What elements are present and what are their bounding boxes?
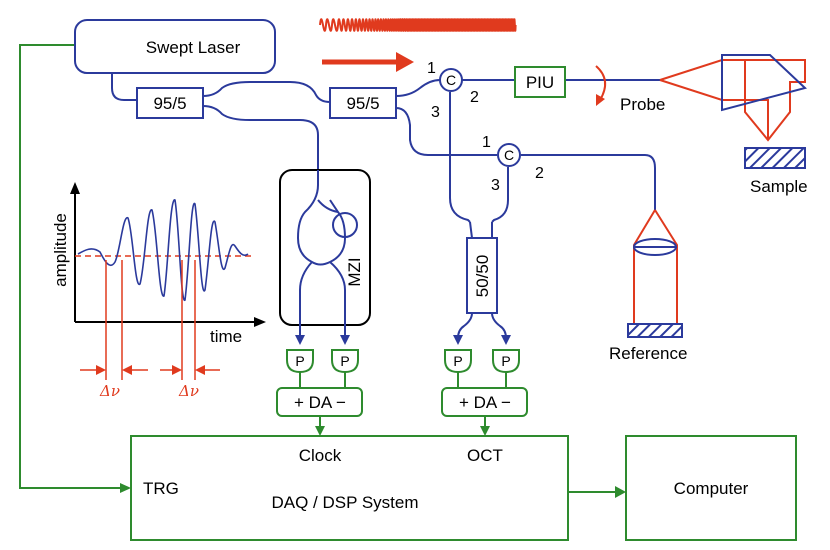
sample-block <box>744 147 806 169</box>
mzi-box: MZI <box>279 169 371 345</box>
reference-mirror <box>627 323 683 338</box>
da-oct-label: + DA − <box>459 393 511 412</box>
delta-nu-label-2: Δν <box>178 382 199 400</box>
mzi-label: MZI <box>345 257 364 286</box>
data-link-line <box>568 486 626 498</box>
oct-input-label: OCT <box>467 446 503 465</box>
piu-box: PIU <box>514 66 566 98</box>
detector-oct-right: P <box>501 353 510 369</box>
circulator-reference-port-1: 1 <box>482 134 491 151</box>
time-axis-label: time <box>210 327 242 346</box>
clock-input-label: Clock <box>299 446 342 465</box>
propagation-arrow <box>322 52 414 72</box>
detector-pair-clock: P P + DA − <box>276 349 363 417</box>
circulator-sample-port-2: 2 <box>470 89 479 106</box>
fiber-network <box>111 73 660 345</box>
delta-nu-label-1: Δν <box>99 382 120 400</box>
coupler-95-5-first: 95/5 <box>136 87 204 119</box>
amplitude-axis-label: amplitude <box>51 213 70 287</box>
circulator-sample-port-3: 3 <box>431 104 440 121</box>
circulator-reference-port-3: 3 <box>491 177 500 194</box>
computer-box: Computer <box>625 435 797 541</box>
detector-pair-oct: P P + DA − <box>441 349 528 417</box>
computer-label: Computer <box>674 479 749 498</box>
interferogram-inset: amplitude time Δν Δν <box>51 182 266 400</box>
daq-label: DAQ / DSP System <box>271 493 418 512</box>
chirp-waveform <box>319 18 517 32</box>
coupler-50-50: 50/50 <box>466 221 498 314</box>
probe-label: Probe <box>620 95 665 114</box>
circulator-reference-arm: C 1 2 3 <box>482 134 544 194</box>
circulator-reference-label: C <box>504 147 514 163</box>
rotation-arrow <box>595 65 607 106</box>
detector-clock-right: P <box>340 353 349 369</box>
detector-clock-left: P <box>295 353 304 369</box>
swept-laser-box: Swept Laser <box>74 19 276 74</box>
trigger-line <box>19 44 131 493</box>
reference-label: Reference <box>609 344 687 363</box>
clock-signal-line <box>315 416 325 436</box>
daq-dsp-system: Clock OCT TRG DAQ / DSP System <box>130 435 569 541</box>
detector-oct-left: P <box>453 353 462 369</box>
coupler-95-5-second: 95/5 <box>329 87 397 119</box>
oct-signal-line <box>480 416 490 436</box>
da-clock-label: + DA − <box>294 393 346 412</box>
trg-input-label: TRG <box>143 479 179 498</box>
circulator-reference-port-2: 2 <box>535 165 544 182</box>
coupler-95-5-second-label: 95/5 <box>346 94 379 113</box>
coupler-95-5-first-label: 95/5 <box>153 94 186 113</box>
delta-markers <box>80 260 220 380</box>
piu-label: PIU <box>526 73 554 92</box>
coupler-50-50-label: 50/50 <box>473 255 492 298</box>
circulator-sample-port-1: 1 <box>427 60 436 77</box>
circulator-sample-label: C <box>446 72 456 88</box>
sample-label: Sample <box>750 177 808 196</box>
probe-optics <box>659 54 807 142</box>
reference-optics <box>633 209 678 325</box>
circulator-sample-arm: C 1 2 3 <box>427 60 479 121</box>
swept-laser-label: Swept Laser <box>146 38 241 57</box>
